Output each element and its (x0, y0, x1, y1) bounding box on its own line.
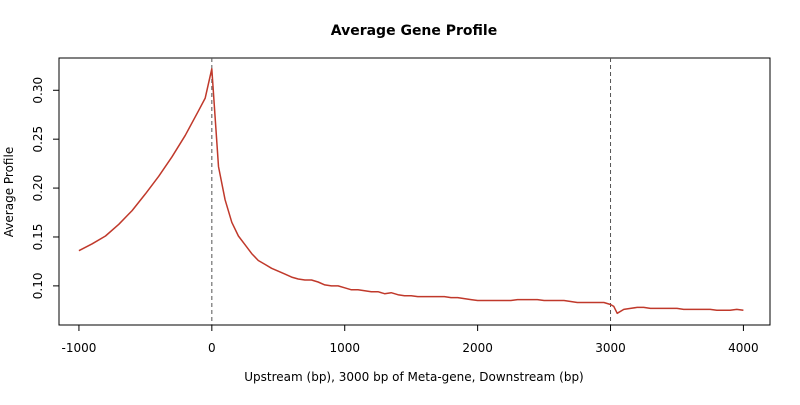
y-tick-label: 0.30 (31, 77, 45, 104)
y-tick-label: 0.15 (31, 224, 45, 251)
x-tick-label: 2000 (462, 341, 493, 355)
y-tick-label: 0.20 (31, 175, 45, 202)
x-tick-label: 1000 (329, 341, 360, 355)
x-axis-label: Upstream (bp), 3000 bp of Meta-gene, Dow… (244, 370, 584, 384)
plot-frame (58, 57, 771, 326)
y-tick-label: 0.25 (31, 126, 45, 153)
y-tick-label: 0.10 (31, 273, 45, 300)
x-tick-label: 0 (208, 341, 216, 355)
x-tick-label: 4000 (728, 341, 759, 355)
y-axis-label: Average Profile (2, 147, 16, 237)
x-axis: -1000 0 1000 2000 3000 4000 (61, 325, 759, 355)
reference-lines (211, 58, 612, 325)
y-axis: 0.10 0.15 0.20 0.25 0.30 (31, 77, 59, 299)
chart-title: Average Gene Profile (331, 23, 497, 39)
x-tick-label: 3000 (595, 341, 626, 355)
x-tick-label: -1000 (61, 341, 96, 355)
series-layer (78, 68, 744, 315)
series-line (78, 68, 744, 315)
